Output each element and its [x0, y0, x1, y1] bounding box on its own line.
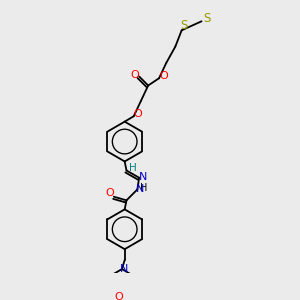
Text: N: N — [139, 172, 147, 182]
Text: H: H — [129, 163, 137, 173]
Text: O: O — [114, 292, 123, 300]
Text: O: O — [130, 70, 139, 80]
Text: S: S — [203, 12, 211, 25]
Text: N: N — [136, 184, 144, 194]
Text: O: O — [159, 70, 168, 80]
Text: N: N — [120, 264, 128, 274]
Text: O: O — [105, 188, 114, 198]
Text: H: H — [140, 183, 147, 193]
Text: S: S — [180, 19, 187, 32]
Text: O: O — [134, 110, 142, 119]
